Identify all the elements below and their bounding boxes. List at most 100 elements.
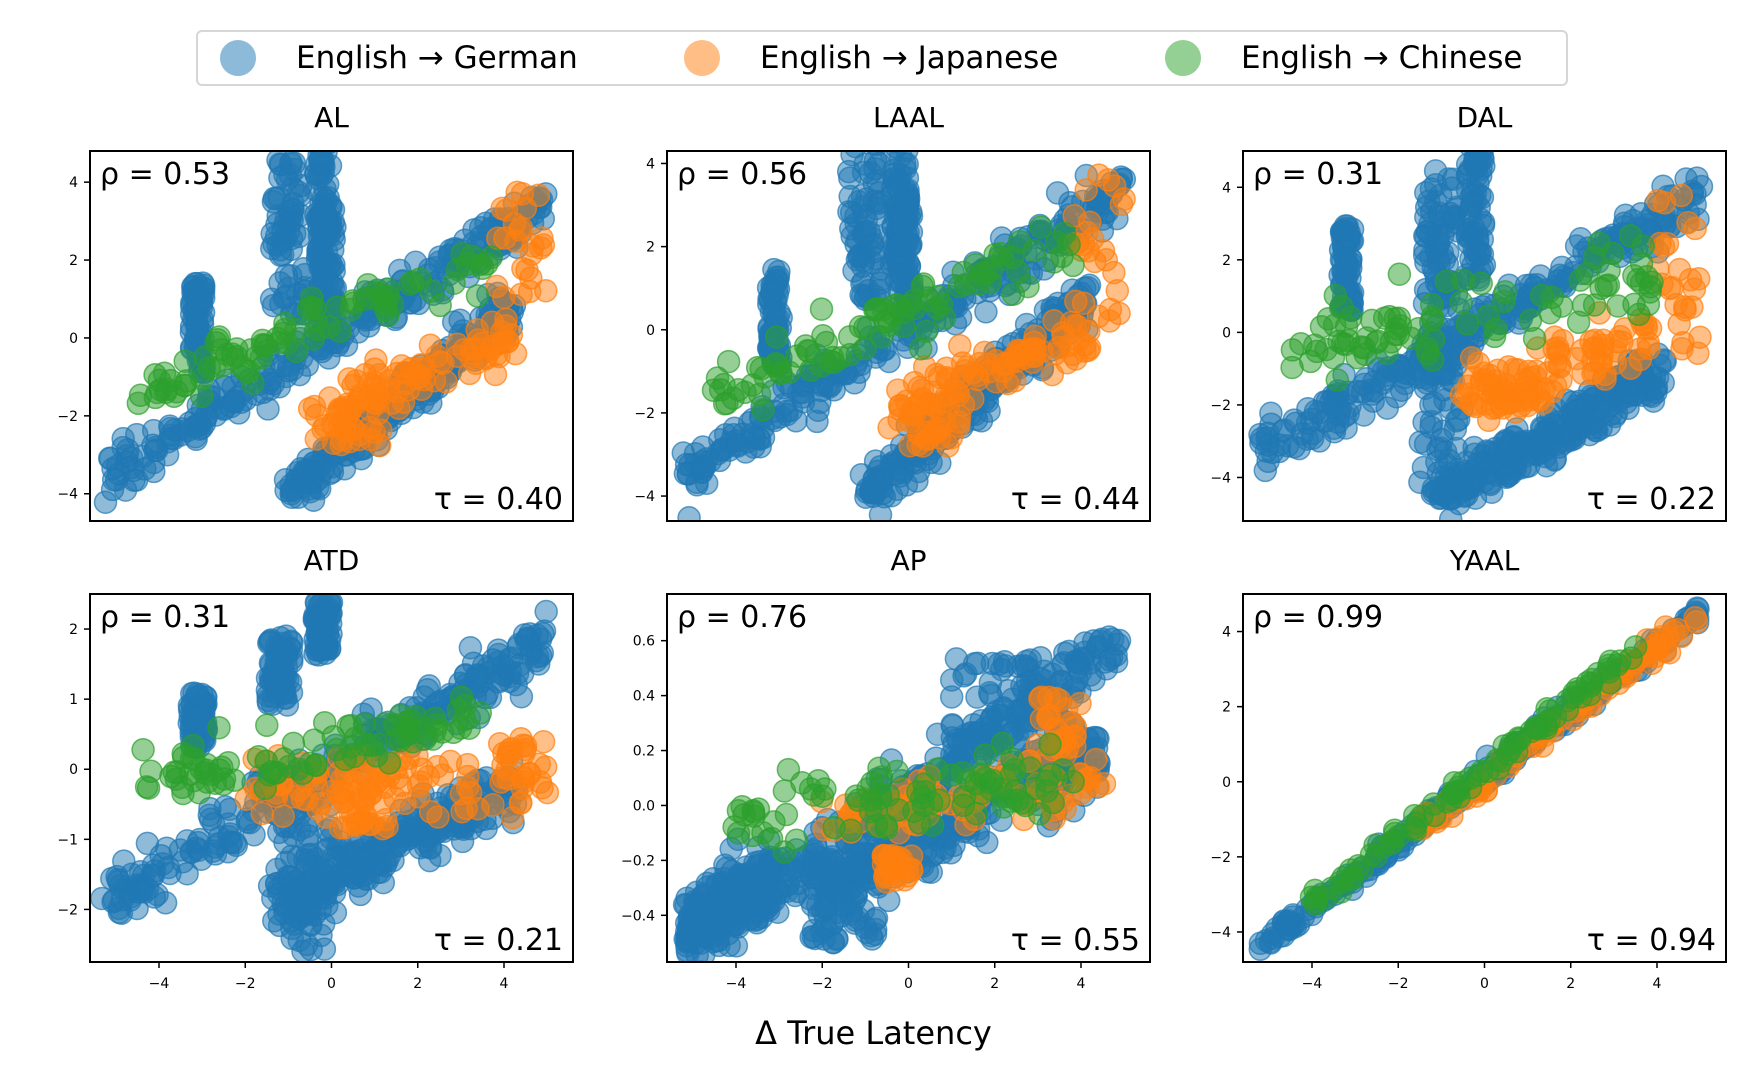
legend-label-chinese: English → Chinese: [1241, 40, 1523, 76]
data-point: [509, 684, 534, 709]
data-point: [409, 353, 433, 377]
data-point: [223, 831, 247, 855]
data-point: [898, 403, 923, 427]
data-point: [995, 371, 1020, 396]
data-point: [694, 960, 707, 962]
data-point: [991, 247, 1015, 271]
data-point: [1466, 451, 1491, 476]
data-point: [260, 221, 284, 246]
data-point: [1600, 241, 1625, 266]
data-point: [1610, 330, 1634, 354]
data-point: [906, 459, 931, 484]
data-point: [188, 287, 212, 311]
data-point: [954, 272, 978, 297]
data-point: [250, 801, 274, 826]
data-point: [311, 243, 335, 268]
data-point: [1295, 427, 1319, 451]
data-point: [903, 296, 927, 321]
data-point: [333, 747, 358, 772]
data-point: [309, 923, 333, 948]
data-point: [302, 728, 326, 752]
data-point: [692, 455, 716, 480]
data-point: [1001, 282, 1026, 306]
data-point: [763, 352, 788, 376]
x-tick-label: 4: [500, 976, 509, 992]
data-point: [1518, 308, 1543, 333]
data-point: [122, 468, 146, 492]
data-point: [1322, 419, 1347, 444]
data-point: [330, 428, 354, 452]
data-point: [1074, 178, 1098, 202]
data-point: [885, 477, 910, 501]
data-point: [1438, 507, 1463, 521]
data-point: [158, 861, 182, 886]
data-point: [925, 296, 949, 320]
data-point: [353, 732, 377, 757]
data-point: [434, 370, 458, 394]
data-point: [500, 805, 525, 830]
data-point: [534, 599, 558, 624]
data-point: [373, 712, 397, 736]
data-point: [1329, 219, 1354, 244]
data-point: [1525, 441, 1549, 466]
data-point: [1387, 262, 1412, 286]
legend-marker-chinese: [1165, 40, 1201, 76]
data-point: [337, 367, 361, 391]
data-point: [494, 307, 518, 331]
data-point: [1669, 183, 1694, 208]
subplot-title: LAAL: [873, 101, 944, 134]
data-point: [1416, 341, 1440, 366]
data-point: [809, 297, 834, 321]
legend-label-japanese: English → Japanese: [760, 40, 1059, 76]
data-point: [1260, 440, 1285, 465]
data-point: [1061, 342, 1085, 367]
data-point: [173, 349, 197, 373]
data-point: [677, 506, 701, 521]
data-point: [891, 188, 915, 212]
data-point: [1478, 471, 1502, 495]
data-point: [1362, 370, 1386, 394]
data-point: [255, 713, 279, 738]
data-point: [1566, 310, 1591, 335]
data-point: [686, 897, 711, 921]
data-point: [325, 295, 349, 319]
data-point: [134, 775, 159, 799]
y-tick-label: 0: [646, 323, 655, 339]
data-point: [279, 151, 303, 175]
data-point: [305, 621, 329, 646]
data-point: [934, 356, 959, 380]
data-point: [1618, 356, 1643, 380]
data-point: [421, 727, 445, 751]
data-point: [1325, 368, 1350, 392]
data-point: [189, 384, 214, 409]
data-point: [975, 830, 999, 855]
data-point: [358, 782, 382, 807]
data-point: [357, 812, 382, 837]
y-tick-label: −4: [57, 487, 78, 503]
y-tick-label: 2: [1222, 253, 1231, 269]
data-point: [1440, 473, 1465, 497]
data-point: [445, 257, 470, 282]
data-point: [183, 706, 207, 731]
data-point: [531, 233, 556, 257]
data-point: [400, 709, 424, 734]
data-point: [862, 468, 887, 492]
data-point: [244, 345, 268, 370]
data-point: [526, 183, 551, 208]
data-point: [1008, 343, 1032, 368]
data-point: [131, 737, 155, 762]
subplot-title: ATD: [304, 544, 360, 577]
data-point: [873, 310, 898, 334]
data-point: [1098, 297, 1123, 322]
points-ap: [672, 625, 1132, 962]
data-point: [182, 746, 206, 771]
data-point: [303, 296, 327, 321]
data-point: [1475, 151, 1491, 154]
data-point: [156, 429, 180, 454]
data-point: [317, 220, 341, 245]
data-point: [868, 503, 893, 521]
data-point: [153, 891, 178, 915]
